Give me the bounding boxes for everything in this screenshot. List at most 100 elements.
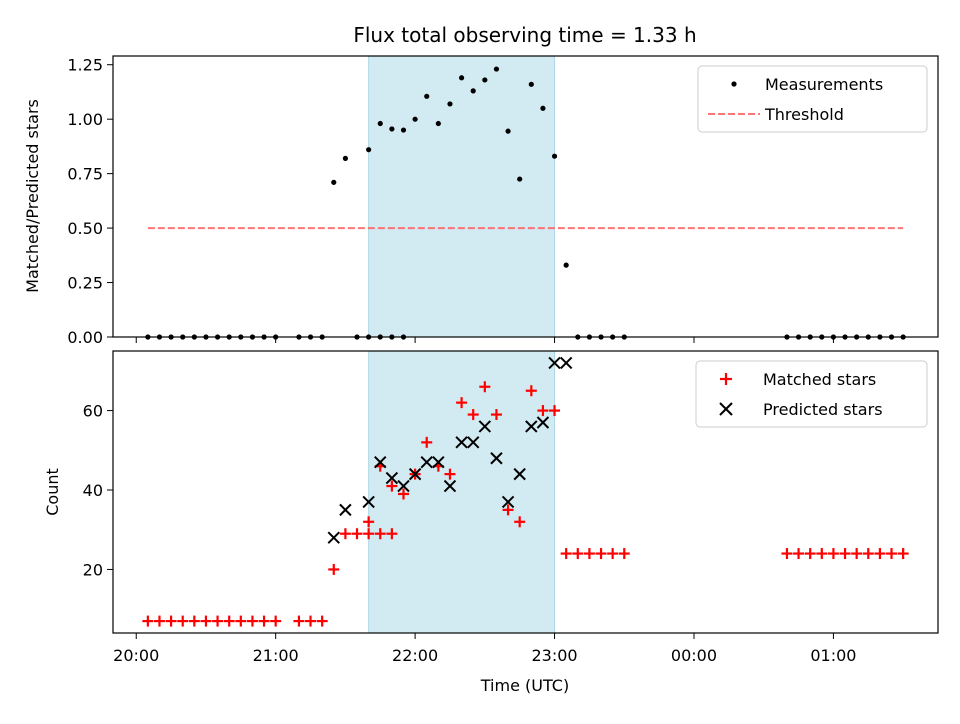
matched-star-point: [537, 405, 549, 417]
top-plot-frame: [112, 55, 939, 338]
legend-matched-label: Matched stars: [763, 370, 876, 389]
predicted-star-point: [385, 471, 399, 485]
matched-star-point: [165, 615, 177, 627]
matched-star-point: [223, 615, 235, 627]
matched-star-point: [386, 480, 398, 492]
top-y-tick-label: 1.25: [67, 56, 103, 75]
predicted-star-point: [374, 456, 387, 469]
matched-star-point: [293, 615, 305, 627]
measurement-point: [470, 88, 476, 94]
predicted-star-point: [548, 356, 561, 370]
matched-star-point: [177, 615, 189, 627]
top-y-axis-label: Matched/Predicted stars: [23, 99, 42, 293]
matched-star-point: [479, 381, 491, 393]
legend-matched-marker: [720, 373, 732, 385]
measurement-point: [424, 93, 430, 99]
matched-star-point: [560, 548, 572, 560]
measurement-point: [563, 262, 569, 268]
legend-predicted-label: Predicted stars: [763, 400, 883, 419]
matched-star-point: [886, 548, 898, 560]
top-y-tick-label: 0.75: [67, 165, 103, 184]
legend-measurements-marker: [731, 81, 737, 87]
measurement-point: [447, 101, 453, 107]
matched-star-point: [816, 548, 828, 560]
bottom-star-points: [142, 356, 909, 627]
matched-star-point: [781, 548, 793, 560]
bottom-highlight-rect: [368, 350, 556, 634]
matched-star-point: [235, 615, 247, 627]
matched-star-point: [595, 548, 607, 560]
matched-star-point: [212, 615, 224, 627]
bottom-legend: Matched stars Predicted stars: [695, 360, 928, 428]
top-y-tick-label: 0.00: [67, 328, 103, 347]
top-panel: Flux total observing time = 1.33 h 0.000…: [23, 23, 939, 347]
x-tick-label: 00:00: [671, 646, 717, 665]
predicted-star-point: [420, 456, 433, 469]
measurement-point: [551, 153, 558, 159]
predicted-star-point: [559, 356, 573, 370]
matched-star-point: [305, 615, 317, 627]
predicted-star-point: [536, 416, 550, 429]
measurement-point: [342, 155, 348, 161]
legend-measurements-label: Measurements: [765, 75, 883, 94]
matched-star-point: [851, 548, 863, 560]
matched-star-point: [490, 409, 502, 421]
bottom-y-axis: 20 40 60: [83, 402, 113, 579]
matched-star-point: [793, 548, 805, 560]
predicted-star-point: [467, 436, 480, 449]
matched-star-point: [397, 488, 409, 500]
top-measurement-points: [145, 66, 906, 340]
predicted-star-point: [478, 420, 492, 433]
top-y-tick-label: 0.50: [67, 219, 103, 238]
measurement-point: [528, 81, 534, 87]
measurement-point: [366, 147, 372, 153]
matched-star-point: [874, 548, 886, 560]
matched-star-point: [572, 548, 584, 560]
bottom-y-axis-label: Count: [43, 468, 62, 516]
bottom-highlight-span: [368, 350, 556, 634]
bottom-y-tick-label: 60: [83, 402, 103, 421]
matched-star-point: [514, 516, 526, 528]
x-tick-label: 23:00: [531, 646, 577, 665]
matched-star-point: [549, 405, 561, 417]
top-legend: Measurements Threshold: [697, 65, 928, 133]
legend-threshold-label: Threshold: [764, 105, 844, 124]
matched-star-point: [258, 615, 270, 627]
matched-star-point: [583, 548, 595, 560]
predicted-star-point: [432, 456, 445, 469]
matched-star-point: [246, 615, 258, 627]
matched-star-point: [862, 548, 874, 560]
predicted-star-point: [327, 531, 340, 544]
matched-star-point: [897, 548, 909, 560]
matched-star-point: [444, 468, 456, 480]
top-x-ticks: [135, 337, 834, 343]
matched-star-point: [188, 615, 200, 627]
predicted-star-point: [455, 436, 468, 449]
predicted-star-point: [408, 467, 422, 481]
matched-star-point: [456, 397, 468, 409]
top-y-tick-label: 1.00: [67, 110, 103, 129]
x-tick-label: 01:00: [810, 646, 856, 665]
measurement-point: [412, 116, 418, 122]
top-y-axis: 0.00 0.25 0.50 0.75 1.00 1.25: [67, 56, 113, 347]
predicted-star-point: [443, 479, 457, 493]
top-panel-title: Flux total observing time = 1.33 h: [353, 23, 696, 47]
measurement-point: [505, 128, 511, 134]
predicted-star-point: [501, 495, 515, 509]
bottom-x-axis: 20:00 21:00 22:00 23:00 00:00 01:00: [113, 633, 856, 665]
measurement-point: [482, 77, 488, 83]
matched-star-point: [467, 409, 479, 421]
bottom-y-tick-label: 20: [83, 560, 103, 579]
predicted-star-point: [513, 467, 526, 481]
matched-star-point: [316, 615, 328, 627]
predicted-star-point: [397, 479, 410, 493]
top-y-tick-label: 0.25: [67, 274, 103, 293]
matched-star-point: [153, 615, 165, 627]
matched-star-point: [839, 548, 851, 560]
bottom-plot-frame: [112, 350, 939, 634]
matched-star-point: [827, 548, 839, 560]
bottom-panel: 20 40 60 20:00 21:00 22:00 23:00 00:00 01:00 Co…: [43, 350, 939, 695]
matched-star-point: [502, 504, 514, 516]
predicted-star-point: [525, 420, 538, 433]
